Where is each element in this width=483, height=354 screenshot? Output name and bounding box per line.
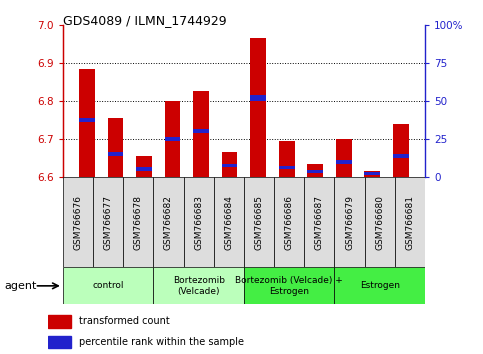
Text: GSM766677: GSM766677 <box>103 195 113 250</box>
Bar <box>184 177 213 267</box>
Text: GSM766687: GSM766687 <box>315 195 324 250</box>
Bar <box>93 177 123 267</box>
Text: GDS4089 / ILMN_1744929: GDS4089 / ILMN_1744929 <box>63 14 227 27</box>
Text: GSM766678: GSM766678 <box>134 195 143 250</box>
Bar <box>304 177 334 267</box>
Bar <box>108 118 124 177</box>
Text: GSM766686: GSM766686 <box>284 195 294 250</box>
Bar <box>307 170 323 173</box>
Text: GSM766676: GSM766676 <box>73 195 83 250</box>
Text: GSM766680: GSM766680 <box>375 195 384 250</box>
Bar <box>279 166 295 170</box>
Bar <box>274 177 304 267</box>
Bar <box>63 267 154 304</box>
Text: GSM766682: GSM766682 <box>164 195 173 250</box>
Bar <box>393 154 409 158</box>
Bar <box>108 152 124 156</box>
Bar <box>79 118 95 122</box>
Text: agent: agent <box>5 281 37 291</box>
Bar <box>250 95 266 101</box>
Bar <box>165 101 181 177</box>
Text: GSM766683: GSM766683 <box>194 195 203 250</box>
Bar <box>136 167 152 171</box>
Text: GSM766681: GSM766681 <box>405 195 414 250</box>
Bar <box>165 137 181 141</box>
Bar <box>222 164 238 167</box>
Text: Bortezomib (Velcade) +
Estrogen: Bortezomib (Velcade) + Estrogen <box>235 276 343 296</box>
Bar <box>307 164 323 177</box>
Text: transformed count: transformed count <box>79 316 170 326</box>
Text: control: control <box>92 281 124 290</box>
Bar <box>48 315 71 327</box>
Bar <box>79 69 95 177</box>
Bar <box>365 177 395 267</box>
Bar <box>193 130 209 133</box>
Bar <box>48 336 71 348</box>
Bar <box>334 177 365 267</box>
Bar <box>123 177 154 267</box>
Bar <box>393 124 409 177</box>
Text: Estrogen: Estrogen <box>360 281 400 290</box>
Bar <box>250 38 266 177</box>
Bar <box>63 177 93 267</box>
Text: GSM766679: GSM766679 <box>345 195 354 250</box>
Bar <box>244 267 334 304</box>
Bar <box>364 171 380 177</box>
Bar <box>222 152 238 177</box>
Text: GSM766685: GSM766685 <box>255 195 264 250</box>
Bar <box>336 160 352 164</box>
Bar <box>154 177 184 267</box>
Text: Bortezomib
(Velcade): Bortezomib (Velcade) <box>172 276 225 296</box>
Bar <box>335 267 425 304</box>
Text: percentile rank within the sample: percentile rank within the sample <box>79 337 244 347</box>
Bar <box>154 267 244 304</box>
Bar <box>364 172 380 175</box>
Bar <box>193 91 209 177</box>
Bar <box>279 141 295 177</box>
Bar <box>244 177 274 267</box>
Bar <box>395 177 425 267</box>
Bar <box>336 139 352 177</box>
Bar <box>213 177 244 267</box>
Bar <box>136 156 152 177</box>
Text: GSM766684: GSM766684 <box>224 195 233 250</box>
